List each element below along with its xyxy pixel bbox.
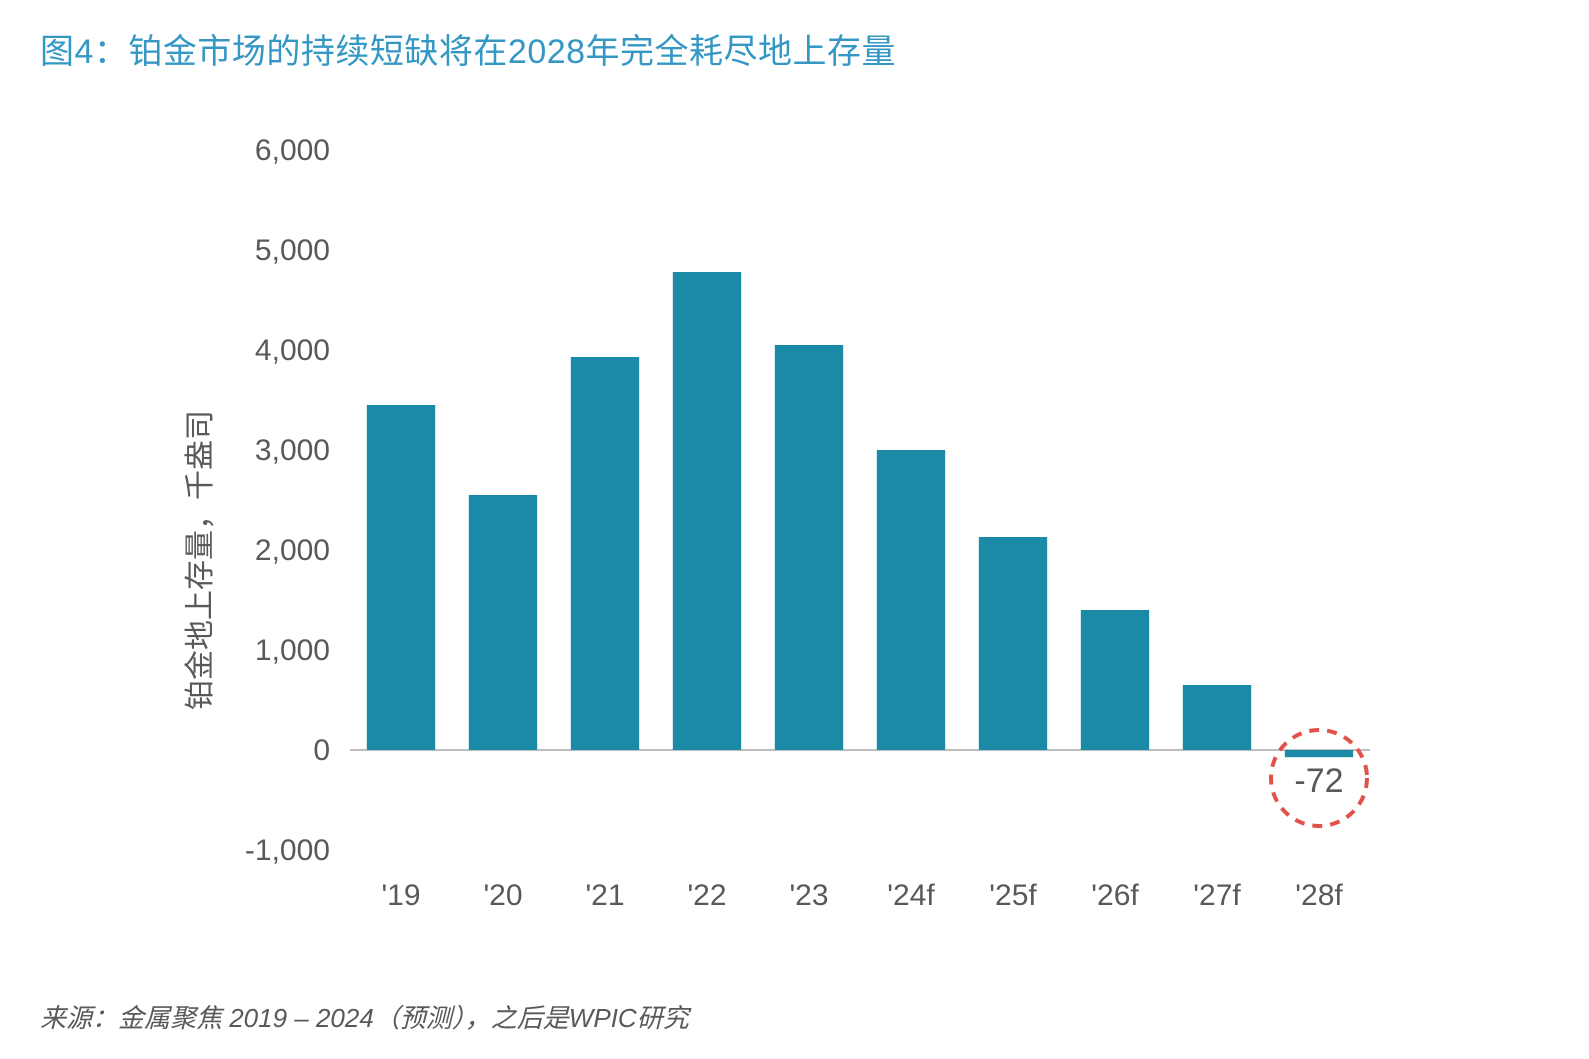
bar — [1183, 685, 1251, 750]
bar — [1081, 610, 1149, 750]
x-tick-label: '23 — [789, 879, 828, 912]
bar — [775, 345, 843, 750]
y-tick-label: -1,000 — [245, 834, 330, 867]
bar — [1285, 750, 1353, 757]
x-tick-label: '28f — [1295, 879, 1343, 912]
y-tick-label: 3,000 — [255, 434, 330, 467]
y-axis-label: 铂金地上存量，千盎司 — [184, 410, 217, 710]
bar — [877, 450, 945, 750]
y-tick-label: 5,000 — [255, 234, 330, 267]
y-tick-label: 6,000 — [255, 134, 330, 167]
chart-container: -1,000 0 1,000 2,000 3,000 4,000 5,000 6,000 '19… — [170, 110, 1420, 940]
x-tick-label: '21 — [585, 879, 624, 912]
bar — [571, 357, 639, 750]
bar — [979, 537, 1047, 750]
y-tick-label: 4,000 — [255, 334, 330, 367]
chart-title: 图4：铂金市场的持续短缺将在2028年完全耗尽地上存量 — [40, 24, 896, 73]
y-tick-label: 2,000 — [255, 534, 330, 567]
x-tick-label: '24f — [887, 879, 935, 912]
y-tick-label: 1,000 — [255, 634, 330, 667]
bar — [367, 405, 435, 750]
source-note: 来源：金属聚焦 2019 – 2024（预测），之后是WPIC研究 — [40, 998, 689, 1035]
bar — [469, 495, 537, 750]
bar — [673, 272, 741, 750]
bar-chart: -1,000 0 1,000 2,000 3,000 4,000 5,000 6,000 '19… — [170, 110, 1420, 940]
highlight-label: -72 — [1294, 762, 1343, 800]
page: 图4：铂金市场的持续短缺将在2028年完全耗尽地上存量 -1,000 0 1,000… — [0, 0, 1589, 1059]
x-tick-label: '27f — [1193, 879, 1241, 912]
x-tick-label: '20 — [483, 879, 522, 912]
x-tick-label: '25f — [989, 879, 1037, 912]
x-tick-label: '22 — [687, 879, 726, 912]
x-tick-label: '19 — [381, 879, 420, 912]
x-tick-label: '26f — [1091, 879, 1139, 912]
y-tick-label: 0 — [313, 734, 330, 767]
